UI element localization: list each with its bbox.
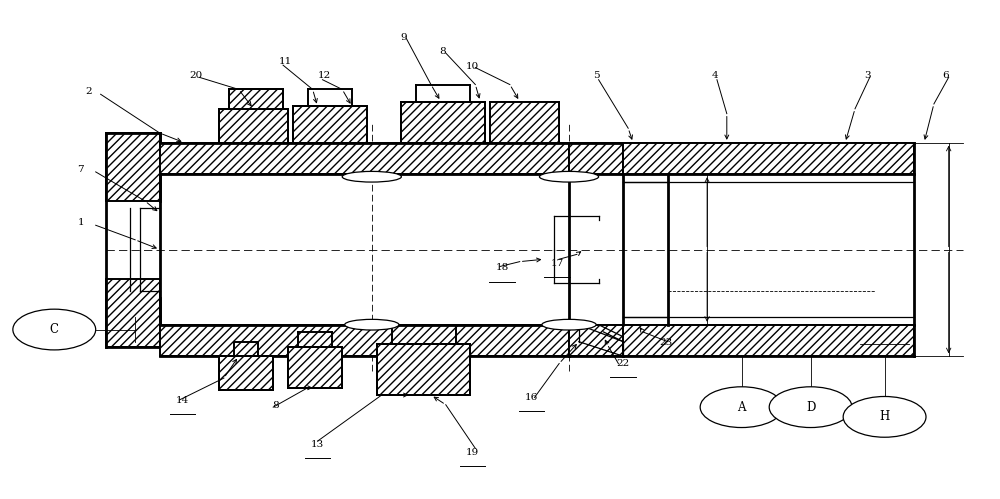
Text: 9: 9 [400,32,407,41]
Text: 2: 2 [85,87,92,96]
Text: 16: 16 [525,393,538,402]
Text: 12: 12 [318,71,331,80]
Bar [623,325,914,356]
Circle shape [13,309,96,350]
Ellipse shape [342,171,401,182]
Circle shape [843,397,926,437]
Text: 10: 10 [466,62,479,71]
Bar [293,106,367,143]
Text: 11: 11 [278,57,292,66]
Text: 8: 8 [439,47,446,56]
Bar [219,109,288,143]
Text: 6: 6 [942,71,949,80]
Bar [160,325,569,356]
Text: 8: 8 [272,401,278,410]
Bar [219,356,273,390]
Bar [569,143,623,174]
Bar [623,143,914,174]
Text: 18: 18 [495,263,509,272]
Text: 3: 3 [865,71,871,80]
Ellipse shape [542,319,596,330]
Text: C: C [50,323,59,336]
Text: A: A [737,401,746,414]
Bar [229,89,283,109]
Text: 23: 23 [659,338,672,347]
Bar [569,325,623,356]
Text: 13: 13 [311,440,324,449]
Bar [490,101,559,143]
Ellipse shape [539,171,599,182]
Text: 20: 20 [190,71,203,80]
Circle shape [769,387,852,428]
Text: H: H [879,410,890,423]
Text: 1: 1 [78,219,84,228]
Ellipse shape [345,319,399,330]
Circle shape [700,387,783,428]
Bar [219,356,273,390]
Bar [377,344,470,395]
Text: 7: 7 [78,165,84,174]
Text: 4: 4 [712,71,718,80]
Bar [160,143,569,174]
Text: 22: 22 [617,359,630,368]
Text: 14: 14 [176,396,189,405]
Text: D: D [806,401,815,414]
Bar [106,278,160,346]
Bar [288,346,342,388]
Text: 17: 17 [551,258,564,267]
Text: 5: 5 [593,71,600,80]
Bar [401,101,485,143]
Bar [106,133,160,201]
Text: 19: 19 [466,448,479,457]
